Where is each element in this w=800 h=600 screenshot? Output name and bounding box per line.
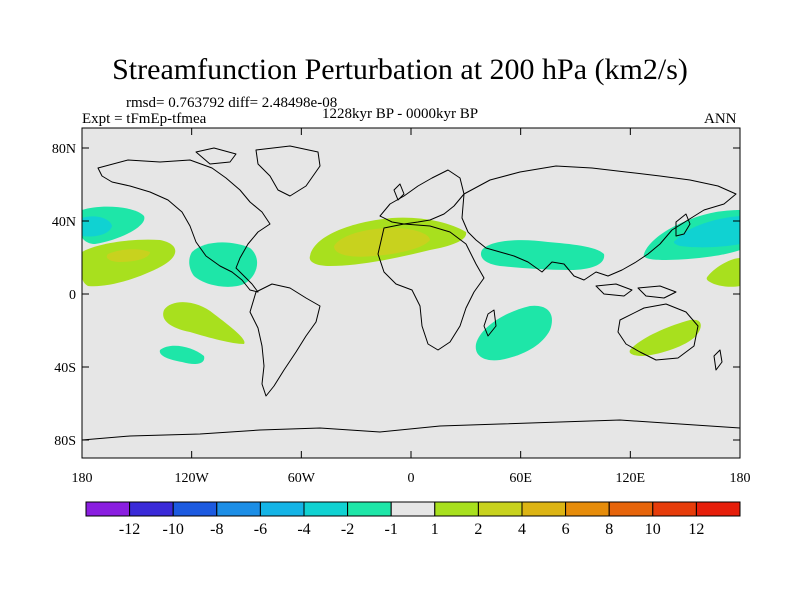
lon-tick-label: 120E	[616, 471, 646, 486]
coast-uk	[393, 183, 405, 201]
contour-positive-east-edge	[706, 258, 740, 287]
coast-north-america	[97, 159, 271, 293]
contour-negative-south-indian-ocean	[475, 305, 552, 361]
colorbar-swatch	[695, 501, 741, 517]
coast-new-zealand	[713, 349, 723, 371]
coast-south-america	[249, 283, 321, 397]
coast-japan	[675, 213, 691, 237]
longitude-axis: 180 120W 60W 0 60E 120E 180	[72, 128, 751, 486]
chart-title: Streamfunction Perturbation at 200 hPa (…	[112, 53, 688, 86]
lat-tick-label: 80N	[52, 142, 76, 157]
lon-tick-label: 60W	[288, 471, 316, 486]
colorbar-swatch	[303, 501, 349, 517]
coast-antarctica	[82, 419, 740, 441]
season-label: ANN	[704, 111, 737, 127]
lat-tick-label: 40N	[52, 215, 76, 230]
contour-negative-se-pacific	[159, 345, 205, 364]
contour-negative-npac-west-core	[82, 216, 112, 237]
colorbar-swatch	[347, 501, 392, 517]
colorbar-swatch	[216, 501, 261, 517]
colorbar-swatch	[608, 501, 654, 517]
map-background	[82, 128, 740, 458]
stats-text: rmsd= 0.763792 diff= 2.48498e-08	[126, 95, 338, 111]
lat-tick-label: 80S	[54, 434, 76, 449]
colorbar-label: 4	[518, 521, 526, 538]
colorbar-swatch	[652, 501, 697, 517]
coastlines	[82, 145, 740, 441]
contour-negative-central-america	[189, 242, 258, 287]
colorbar-label: -2	[341, 521, 354, 538]
coast-asia	[461, 165, 737, 281]
contour-positive-pac-west-core	[106, 249, 150, 262]
period-label: 1228kyr BP - 0000kyr BP	[322, 106, 479, 122]
contour-negative-nw-pacific-core	[673, 216, 740, 248]
experiment-label: Expt = tFmEp-tfmea	[82, 111, 207, 127]
lat-tick-label: 40S	[54, 361, 76, 376]
lat-tick-label: 0	[69, 288, 76, 303]
colorbar-label: -4	[297, 521, 310, 538]
colorbar-label: -10	[163, 521, 184, 538]
contour-positive-australia	[629, 319, 701, 356]
colorbar-swatch	[521, 501, 567, 517]
contour-positive-se-pacific	[163, 302, 245, 344]
colorbar-swatch	[434, 501, 479, 517]
colorbar-swatch	[390, 501, 436, 517]
contour-fields	[82, 206, 740, 364]
colorbar-label: 1	[431, 521, 439, 538]
lon-tick-label: 180	[72, 471, 93, 486]
colorbar-label: 6	[562, 521, 570, 538]
colorbar-label: -1	[385, 521, 398, 538]
coast-africa	[377, 223, 485, 351]
colorbar-swatch	[477, 501, 523, 517]
colorbar: -12 -10 -8 -6 -4 -2 -1 1 2 4 6 8 10 12	[85, 501, 741, 538]
contour-positive-north-africa-core	[334, 228, 430, 257]
coast-indonesia	[595, 283, 677, 299]
colorbar-swatch	[259, 501, 305, 517]
coast-arctic-islands	[195, 147, 237, 165]
colorbar-label: -12	[119, 521, 140, 538]
contour-positive-pac-west	[82, 239, 176, 287]
colorbar-swatch	[172, 501, 218, 517]
colorbar-swatch	[85, 501, 131, 517]
colorbar-label: -6	[254, 521, 267, 538]
contour-negative-south-asia	[480, 240, 605, 270]
colorbar-label: 12	[688, 521, 704, 538]
colorbar-label: 10	[645, 521, 661, 538]
coast-australia	[617, 303, 699, 361]
lon-tick-label: 120W	[175, 471, 210, 486]
colorbar-swatch	[129, 501, 174, 517]
coast-madagascar	[483, 309, 497, 337]
colorbar-label: 2	[474, 521, 482, 538]
coast-greenland	[255, 145, 321, 197]
lon-tick-label: 0	[408, 471, 415, 486]
latitude-axis: 80N 40N 0 40S 80S	[52, 142, 740, 449]
lon-tick-label: 60E	[509, 471, 532, 486]
colorbar-label: -8	[210, 521, 223, 538]
colorbar-label: 8	[605, 521, 613, 538]
lon-tick-label: 180	[730, 471, 751, 486]
colorbar-swatch	[565, 501, 610, 517]
